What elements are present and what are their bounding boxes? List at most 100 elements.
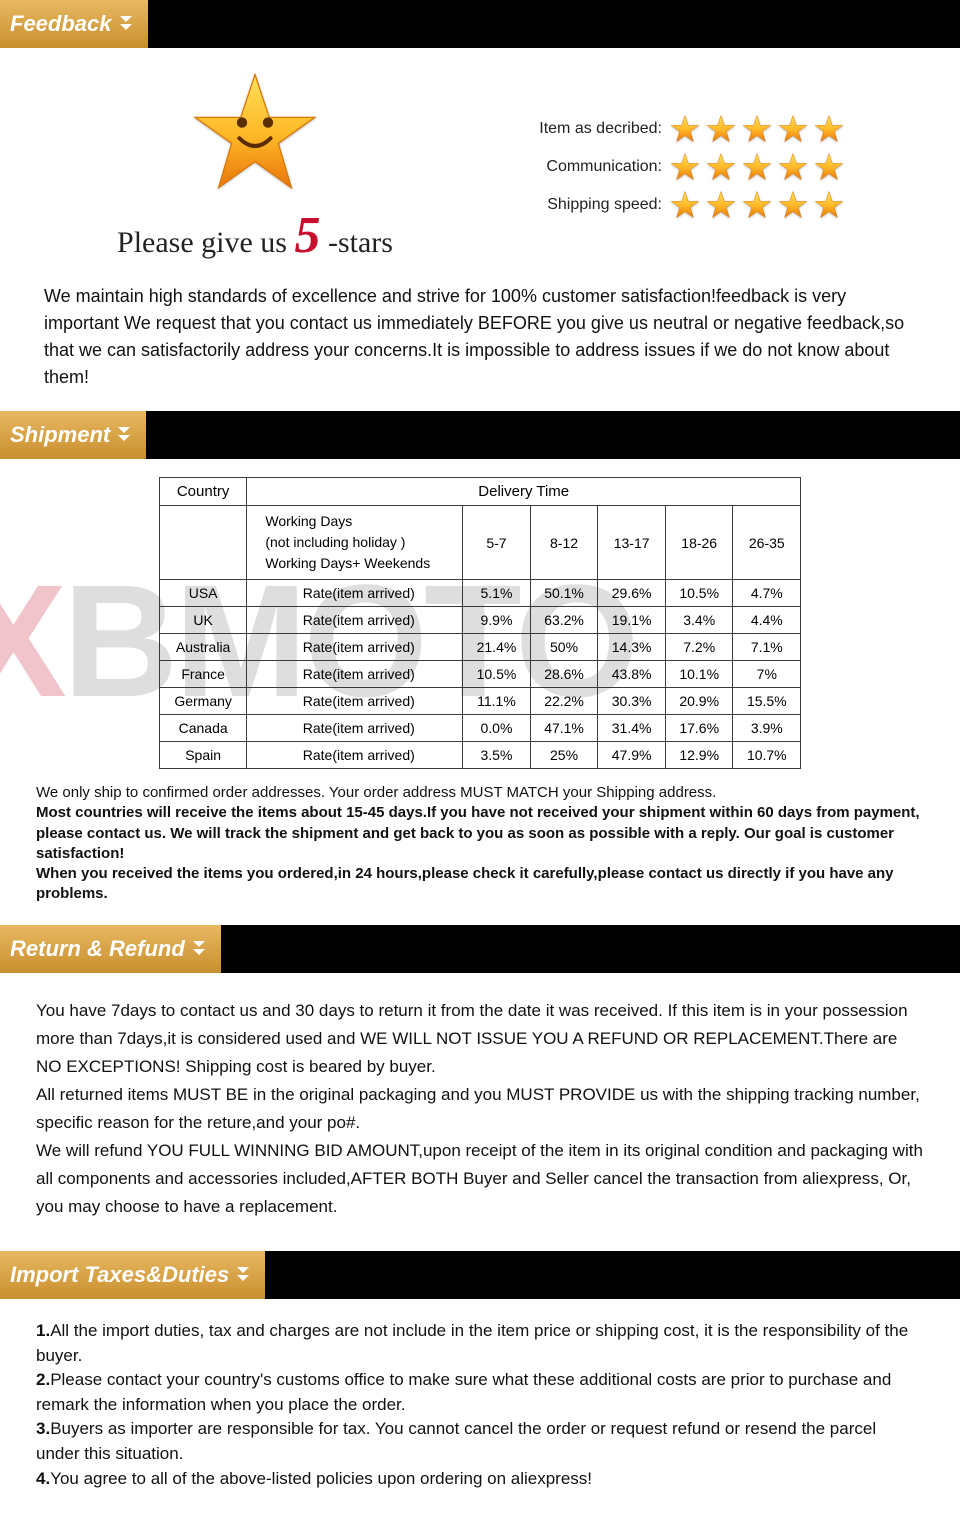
rate-label-cell: Rate(item arrived) <box>247 715 463 742</box>
tax-item: 1.All the import duties, tax and charges… <box>36 1319 924 1368</box>
rate-cell: 14.3% <box>598 634 666 661</box>
rate-cell: 10.1% <box>665 661 733 688</box>
return-p2: All returned items MUST BE in the origin… <box>36 1081 924 1137</box>
feedback-text: We maintain high standards of excellence… <box>40 283 920 391</box>
rate-cell: 28.6% <box>530 661 598 688</box>
feedback-tab-label: Feedback <box>10 11 112 37</box>
table-row: SpainRate(item arrived)3.5%25%47.9%12.9%… <box>159 742 800 769</box>
five-number: 5 <box>294 207 320 264</box>
star-icon <box>814 114 844 144</box>
rating-label: Communication: <box>510 158 670 176</box>
chevron-down-icon <box>118 14 136 34</box>
rate-cell: 9.9% <box>463 607 531 634</box>
table-row: AustraliaRate(item arrived)21.4%50%14.3%… <box>159 634 800 661</box>
star-icon <box>670 152 700 182</box>
taxes-tab-label: Import Taxes&Duties <box>10 1262 229 1288</box>
bucket-hdr: 5-7 <box>463 506 531 580</box>
chevron-down-icon <box>235 1265 253 1285</box>
rating-stars <box>670 114 844 144</box>
star-icon <box>778 114 808 144</box>
rate-label-cell: Rate(item arrived) <box>247 742 463 769</box>
ship-note-3: When you received the items you ordered,… <box>36 864 924 905</box>
shipment-tab: Shipment <box>0 411 146 459</box>
star-icon <box>742 152 772 182</box>
rate-cell: 12.9% <box>665 742 733 769</box>
table-row: UKRate(item arrived)9.9%63.2%19.1%3.4%4.… <box>159 607 800 634</box>
rating-row: Shipping speed: <box>510 190 920 220</box>
delivery-table: CountryDelivery TimeWorking Days(not inc… <box>159 477 801 769</box>
rate-cell: 25% <box>530 742 598 769</box>
table-row: CanadaRate(item arrived)0.0%47.1%31.4%17… <box>159 715 800 742</box>
feedback-ratings: Item as decribed: Communication: Shipping … <box>510 106 920 228</box>
country-cell: Germany <box>159 688 246 715</box>
please-suffix: -stars <box>320 226 392 259</box>
rating-row: Communication: <box>510 152 920 182</box>
rate-cell: 10.5% <box>665 580 733 607</box>
rate-cell: 4.4% <box>733 607 801 634</box>
table-row: FranceRate(item arrived)10.5%28.6%43.8%1… <box>159 661 800 688</box>
star-icon <box>742 190 772 220</box>
shipment-notes: We only ship to confirmed order addresse… <box>34 783 926 905</box>
rate-cell: 3.9% <box>733 715 801 742</box>
feedback-tab: Feedback <box>0 0 148 48</box>
return-tab-label: Return & Refund <box>10 936 185 962</box>
star-icon <box>814 190 844 220</box>
return-tab: Return & Refund <box>0 925 221 973</box>
feedback-body: Please give us 5 -stars Item as decribed… <box>0 48 960 411</box>
col-country: Country <box>159 478 246 506</box>
rate-cell: 0.0% <box>463 715 531 742</box>
star-icon <box>778 152 808 182</box>
tax-item: 4.You agree to all of the above-listed p… <box>36 1467 924 1492</box>
rate-cell: 30.3% <box>598 688 666 715</box>
return-body: You have 7days to contact us and 30 days… <box>0 973 960 1251</box>
return-section-bar: Return & Refund <box>0 925 960 973</box>
rating-label: Item as decribed: <box>510 120 670 138</box>
rate-cell: 50% <box>530 634 598 661</box>
rate-cell: 47.9% <box>598 742 666 769</box>
rating-row: Item as decribed: <box>510 114 920 144</box>
rate-cell: 43.8% <box>598 661 666 688</box>
country-cell: UK <box>159 607 246 634</box>
rate-cell: 11.1% <box>463 688 531 715</box>
feedback-section-bar: Feedback <box>0 0 960 48</box>
rate-cell: 31.4% <box>598 715 666 742</box>
star-icon <box>814 152 844 182</box>
ship-note-1: We only ship to confirmed order addresse… <box>36 783 924 803</box>
star-icon <box>706 152 736 182</box>
rate-label-cell: Rate(item arrived) <box>247 634 463 661</box>
rate-cell: 7% <box>733 661 801 688</box>
star-icon <box>706 114 736 144</box>
country-cell: USA <box>159 580 246 607</box>
taxes-body: 1.All the import duties, tax and charges… <box>0 1299 960 1521</box>
rate-cell: 17.6% <box>665 715 733 742</box>
rate-cell: 3.4% <box>665 607 733 634</box>
big-star-icon <box>190 68 320 198</box>
rate-cell: 3.5% <box>463 742 531 769</box>
country-cell: Spain <box>159 742 246 769</box>
rate-cell: 7.1% <box>733 634 801 661</box>
rate-cell: 20.9% <box>665 688 733 715</box>
rate-cell: 29.6% <box>598 580 666 607</box>
rate-cell: 10.5% <box>463 661 531 688</box>
rate-label-cell: Rate(item arrived) <box>247 607 463 634</box>
rate-cell: 7.2% <box>665 634 733 661</box>
shipment-section-bar: Shipment <box>0 411 960 459</box>
working-days-cell: Working Days(not including holiday )Work… <box>247 506 463 580</box>
rate-cell: 19.1% <box>598 607 666 634</box>
rate-label-cell: Rate(item arrived) <box>247 661 463 688</box>
country-cell: Australia <box>159 634 246 661</box>
return-p1: You have 7days to contact us and 30 days… <box>36 997 924 1081</box>
taxes-tab: Import Taxes&Duties <box>0 1251 265 1299</box>
chevron-down-icon <box>116 425 134 445</box>
rate-cell: 50.1% <box>530 580 598 607</box>
rate-cell: 15.5% <box>733 688 801 715</box>
taxes-section-bar: Import Taxes&Duties <box>0 1251 960 1299</box>
feedback-left: Please give us 5 -stars <box>40 68 470 265</box>
country-cell: Canada <box>159 715 246 742</box>
return-p3: We will refund YOU FULL WINNING BID AMOU… <box>36 1137 924 1221</box>
rate-cell: 4.7% <box>733 580 801 607</box>
rating-label: Shipping speed: <box>510 196 670 214</box>
chevron-down-icon <box>191 939 209 959</box>
country-cell: France <box>159 661 246 688</box>
rate-cell: 10.7% <box>733 742 801 769</box>
